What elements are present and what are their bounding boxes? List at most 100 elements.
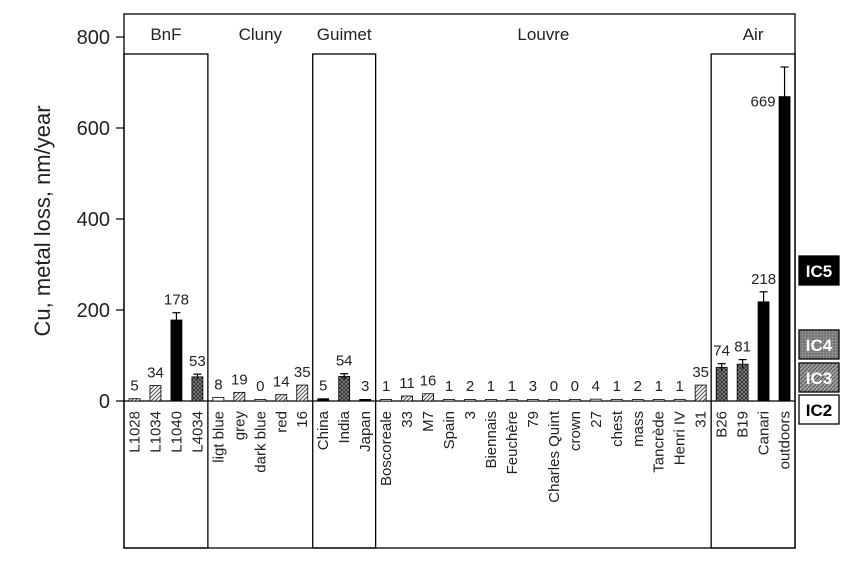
value-label: 3 (529, 378, 537, 395)
category-label: Spain (441, 411, 458, 449)
value-label: 2 (634, 378, 642, 395)
y-axis-label: Cu, metal loss, nm/year (30, 105, 55, 336)
category-label: Canari (756, 411, 773, 455)
category-label: grey (231, 411, 248, 441)
value-label: 19 (231, 371, 248, 388)
group-label-guimet: Guimet (317, 25, 372, 44)
value-label: 1 (676, 378, 684, 395)
category-label: Boscoreale (378, 411, 395, 486)
category-label: ligt blue (210, 411, 227, 463)
bar-outdoors (778, 96, 791, 402)
ic-box-ic2 (798, 394, 840, 425)
group-label-cluny: Cluny (239, 25, 283, 44)
bar-charles-quint (547, 398, 560, 402)
bar-l1040 (170, 319, 183, 402)
bar-feuchère (506, 398, 518, 402)
bar-16 (296, 384, 309, 402)
ic-box-ic5 (798, 255, 840, 286)
value-label: 34 (147, 365, 164, 382)
category-label: M7 (420, 411, 437, 432)
value-label: 74 (713, 343, 730, 360)
value-label: 218 (751, 271, 776, 288)
category-label: outdoors (777, 411, 794, 469)
y-tick-label: 400 (77, 209, 110, 231)
category-label: Charles Quint (546, 410, 563, 503)
category-label: 33 (399, 411, 416, 428)
bar-3 (464, 398, 476, 402)
value-label: 669 (751, 94, 776, 111)
value-label: 1 (613, 378, 621, 395)
plot-frame (123, 13, 796, 549)
value-label: 54 (336, 353, 353, 370)
value-label: 0 (550, 378, 558, 395)
group-label-louvre: Louvre (517, 25, 569, 44)
category-label: chest (609, 410, 626, 447)
category-label: crown (567, 411, 584, 451)
value-label: 81 (734, 339, 751, 356)
y-tick-label: 600 (77, 118, 110, 140)
category-label: mass (630, 411, 647, 447)
category-label: L1034 (147, 411, 164, 453)
bar-79 (527, 398, 539, 402)
bar-dark-blue (254, 398, 267, 402)
value-label: 1 (382, 378, 390, 395)
bar-chest (610, 398, 623, 402)
value-label: 178 (164, 292, 189, 309)
bar-l4034 (191, 376, 204, 402)
category-label: B19 (735, 411, 752, 438)
group-box-air (710, 53, 796, 549)
value-label: 2 (466, 378, 474, 395)
bar-biennais (485, 398, 497, 402)
bar-b19 (736, 363, 749, 402)
group-boxes-layer: BnF Cluny Guimet Louvre Air (123, 25, 796, 549)
category-label: 16 (294, 411, 311, 428)
category-label: Tancrède (651, 411, 668, 473)
category-label: 27 (588, 411, 605, 428)
ic-box-ic4 (798, 329, 840, 360)
category-label: B26 (714, 411, 731, 438)
ic-label-ic2: IC2 (806, 401, 832, 420)
value-label: 35 (294, 364, 311, 381)
bar-mass (631, 398, 644, 402)
value-label: 4 (592, 378, 600, 395)
category-label: L1028 (126, 411, 143, 453)
value-label: 35 (692, 364, 709, 381)
value-label: 16 (420, 373, 437, 390)
bar-henri-iv (673, 398, 686, 402)
bar-india (338, 376, 351, 402)
bar-china (317, 398, 330, 402)
category-label: L1040 (168, 411, 185, 453)
bar-ligt-blue (212, 396, 225, 402)
group-box-bnf (123, 53, 209, 549)
bars-layer (128, 66, 791, 402)
group-label-air: Air (743, 25, 764, 44)
value-label: 53 (189, 353, 206, 370)
category-label: 31 (693, 411, 710, 428)
bar-spain (443, 398, 455, 402)
category-label: China (315, 410, 332, 450)
bar-tancrède (652, 398, 665, 402)
bar-japan (359, 398, 372, 402)
value-label: 3 (361, 378, 369, 395)
ic-class-legend: IC5 IC4 IC3 IC2 (798, 255, 840, 425)
bar-grey (233, 391, 246, 402)
category-label: 79 (525, 411, 542, 428)
bar-boscoreale (380, 398, 393, 402)
category-label: Biennais (483, 411, 500, 469)
category-label: 3 (462, 411, 479, 419)
group-box-guimet (312, 53, 377, 549)
bar-33 (401, 395, 413, 402)
group-label-bnf: BnF (150, 25, 181, 44)
y-tick-label: 0 (99, 391, 110, 413)
bar-l1028 (128, 398, 141, 402)
value-label: 1 (487, 378, 495, 395)
category-label: L4034 (189, 411, 206, 453)
value-label: 1 (655, 378, 663, 395)
category-label: dark blue (252, 411, 269, 473)
ic-box-ic3 (798, 362, 840, 393)
category-label: Feuchère (504, 411, 521, 474)
